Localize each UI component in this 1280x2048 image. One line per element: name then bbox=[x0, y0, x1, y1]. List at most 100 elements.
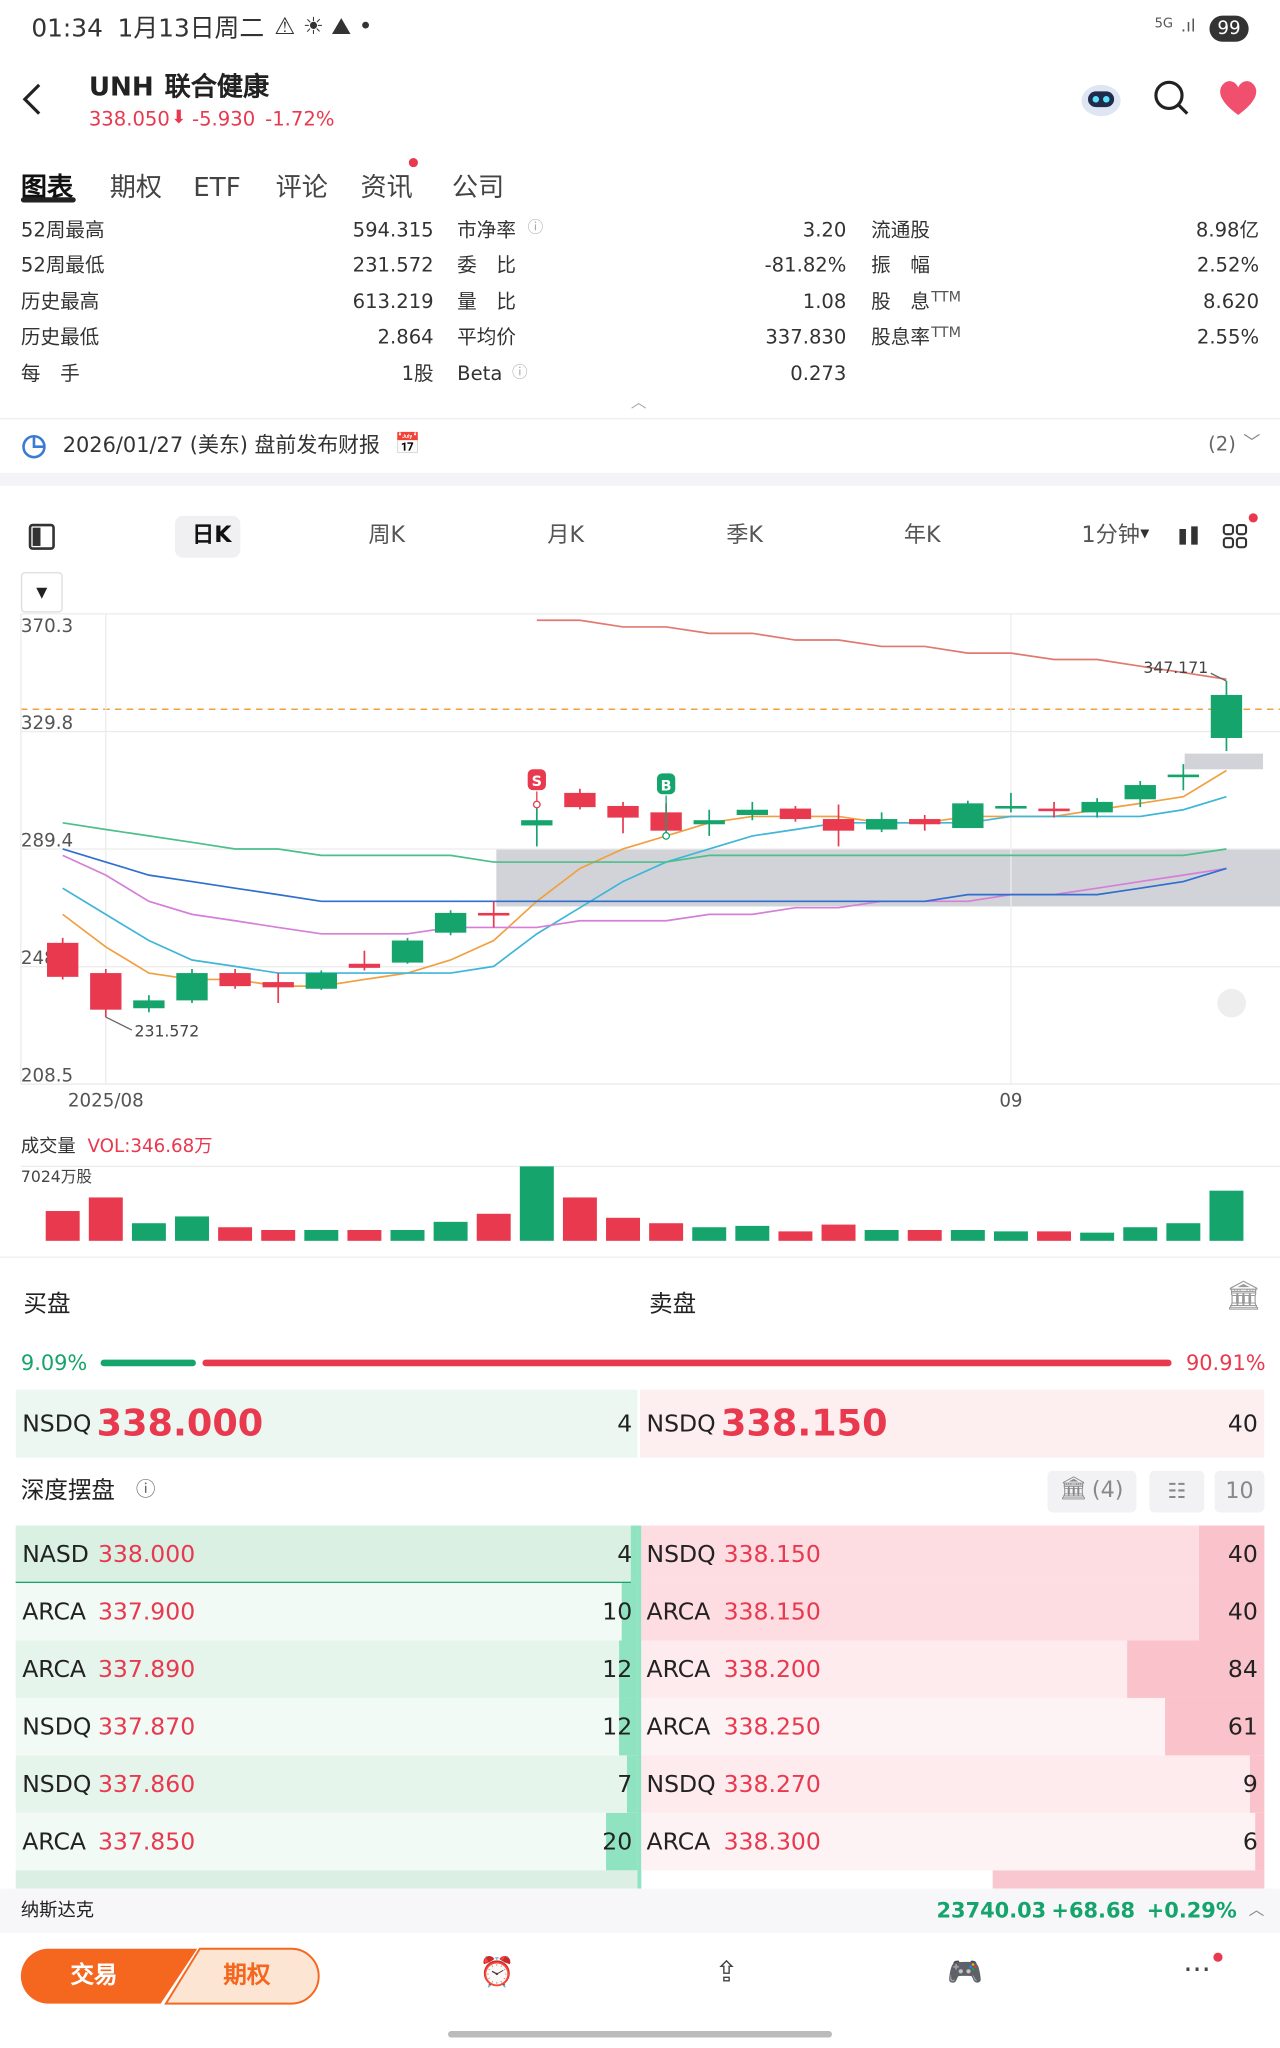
stat-value: 613.219 bbox=[352, 289, 434, 314]
game-icon[interactable]: 🎮 bbox=[946, 1956, 983, 1990]
settings-icon[interactable]: ☷ bbox=[1149, 1470, 1205, 1513]
share-icon[interactable]: ⇪ bbox=[714, 1956, 739, 1990]
volume-bar bbox=[45, 1211, 80, 1241]
zoom-button[interactable] bbox=[1217, 988, 1247, 1018]
index-pct: +0.29% bbox=[1146, 1897, 1237, 1923]
stat-value: 337.830 bbox=[765, 325, 847, 349]
bid-size: 12 bbox=[602, 1656, 633, 1684]
period-tab[interactable]: 日K bbox=[191, 522, 232, 549]
more-icon[interactable]: ··· bbox=[1183, 1953, 1211, 1987]
favorite-icon[interactable] bbox=[1217, 78, 1259, 117]
depth-levels[interactable]: 10 bbox=[1214, 1470, 1265, 1513]
layout-icon[interactable] bbox=[27, 522, 56, 551]
search-icon[interactable] bbox=[1152, 78, 1191, 117]
depth-row-partial bbox=[992, 1870, 1265, 1889]
trade-buttons bbox=[20, 1947, 320, 2005]
stat-label: 历史最高 bbox=[20, 289, 100, 314]
candle-icon[interactable] bbox=[1176, 524, 1202, 550]
time: 01:34 bbox=[31, 14, 103, 44]
sell-ratio-bar bbox=[202, 1359, 1172, 1367]
sell-label: 卖盘 bbox=[649, 1290, 697, 1318]
stock-name: 联合健康 bbox=[164, 70, 270, 102]
bid-size: 20 bbox=[602, 1828, 633, 1856]
volume-bar bbox=[562, 1197, 597, 1241]
volume-bar bbox=[950, 1230, 985, 1241]
ask-row bbox=[641, 1525, 1265, 1584]
tab[interactable]: 资讯 bbox=[360, 171, 413, 203]
divider bbox=[0, 1256, 1280, 1258]
index-bar[interactable] bbox=[0, 1888, 1280, 1934]
depth-title: 深度摆盘 bbox=[20, 1477, 115, 1505]
volume-bar bbox=[519, 1166, 554, 1241]
ask-price: 338.270 bbox=[723, 1771, 821, 1799]
period-tab[interactable]: 周K bbox=[368, 522, 406, 549]
candle-body bbox=[262, 982, 294, 988]
bid-size-bar bbox=[618, 1640, 638, 1698]
bid-size: 7 bbox=[617, 1771, 633, 1799]
ask-exchange: ARCA bbox=[646, 1598, 711, 1627]
ask-size-bar bbox=[1164, 1697, 1265, 1756]
assistant-icon[interactable] bbox=[1079, 76, 1123, 120]
calendar-icon[interactable]: 📅 bbox=[394, 431, 421, 456]
bid-row bbox=[15, 1812, 638, 1871]
period-tab[interactable]: 季K bbox=[726, 522, 763, 549]
bid-exchange: NASD bbox=[22, 1541, 89, 1569]
stat-value: 8.620 bbox=[1202, 289, 1260, 314]
exchange-filter-icon: 🏛 bbox=[1059, 1475, 1088, 1503]
options-button[interactable] bbox=[164, 1947, 320, 2005]
x-tick-label: 09 bbox=[999, 1090, 1022, 1111]
stat-label: 历史最低 bbox=[20, 325, 100, 349]
stat-value: 231.572 bbox=[352, 253, 434, 277]
stat-value: -81.82% bbox=[764, 253, 847, 277]
stat-label: 股 息 bbox=[871, 289, 930, 314]
tab[interactable]: 期权 bbox=[109, 171, 162, 203]
ask-size: 40 bbox=[1227, 1598, 1258, 1627]
depth-count: (4) bbox=[1091, 1477, 1124, 1504]
exchange-filter[interactable] bbox=[1047, 1470, 1137, 1513]
grid-icon[interactable] bbox=[1221, 522, 1250, 551]
depth-row-partial bbox=[15, 1870, 638, 1889]
bid-exchange: ARCA bbox=[22, 1656, 86, 1684]
support-zone bbox=[496, 848, 1280, 907]
tab-indicator bbox=[20, 197, 76, 203]
tab[interactable]: 图表 bbox=[20, 171, 74, 203]
period-tab[interactable]: 月K bbox=[547, 522, 585, 549]
back-button[interactable] bbox=[18, 81, 49, 118]
volume-title: 成交量 bbox=[21, 1136, 76, 1157]
volume-bar bbox=[261, 1230, 296, 1241]
collapse-icon[interactable]: ︿ bbox=[630, 393, 647, 412]
bid-exchange: NSDQ bbox=[22, 1771, 92, 1799]
signal-dot bbox=[662, 831, 671, 840]
stat-label: 平均价 bbox=[457, 325, 516, 349]
candle-body bbox=[176, 973, 208, 1001]
exchange-icon[interactable]: 🏛 bbox=[1225, 1279, 1262, 1313]
ask-exchange: ARCA bbox=[646, 1828, 711, 1856]
stat-value: 2.864 bbox=[377, 325, 434, 349]
dropdown-arrow: ▼ bbox=[1140, 527, 1150, 541]
tab[interactable]: ETF bbox=[193, 171, 241, 203]
volume-bar bbox=[606, 1217, 640, 1241]
volume-bar bbox=[433, 1221, 468, 1241]
tab[interactable]: 公司 bbox=[451, 171, 505, 203]
volume-bar bbox=[821, 1224, 856, 1241]
trade-button[interactable] bbox=[20, 1948, 198, 2004]
bid-size: 4 bbox=[617, 1541, 633, 1569]
bid-size-bar bbox=[626, 1755, 638, 1813]
period-tab[interactable]: 年K bbox=[903, 522, 941, 549]
earnings-text[interactable]: 2026/01/27 (美东) 盘前发布财报 bbox=[62, 432, 380, 458]
alert-icon[interactable]: ⏰ bbox=[479, 1956, 516, 1990]
best-bid-exchange: NSDQ bbox=[22, 1410, 92, 1439]
stat-label: 市净率 bbox=[457, 218, 516, 242]
date: 1月13日周二 bbox=[117, 14, 265, 44]
tab[interactable]: 评论 bbox=[275, 171, 328, 203]
badge bbox=[408, 158, 418, 168]
volume-bar bbox=[131, 1223, 166, 1241]
indicator-dropdown[interactable]: ▼ bbox=[20, 572, 63, 613]
candle-body bbox=[779, 808, 812, 820]
buy-label: 买盘 bbox=[23, 1290, 71, 1318]
earnings-count[interactable]: (2) bbox=[1208, 432, 1236, 456]
candle-body bbox=[564, 792, 596, 808]
period-tab[interactable]: 1分钟 bbox=[1081, 522, 1141, 549]
